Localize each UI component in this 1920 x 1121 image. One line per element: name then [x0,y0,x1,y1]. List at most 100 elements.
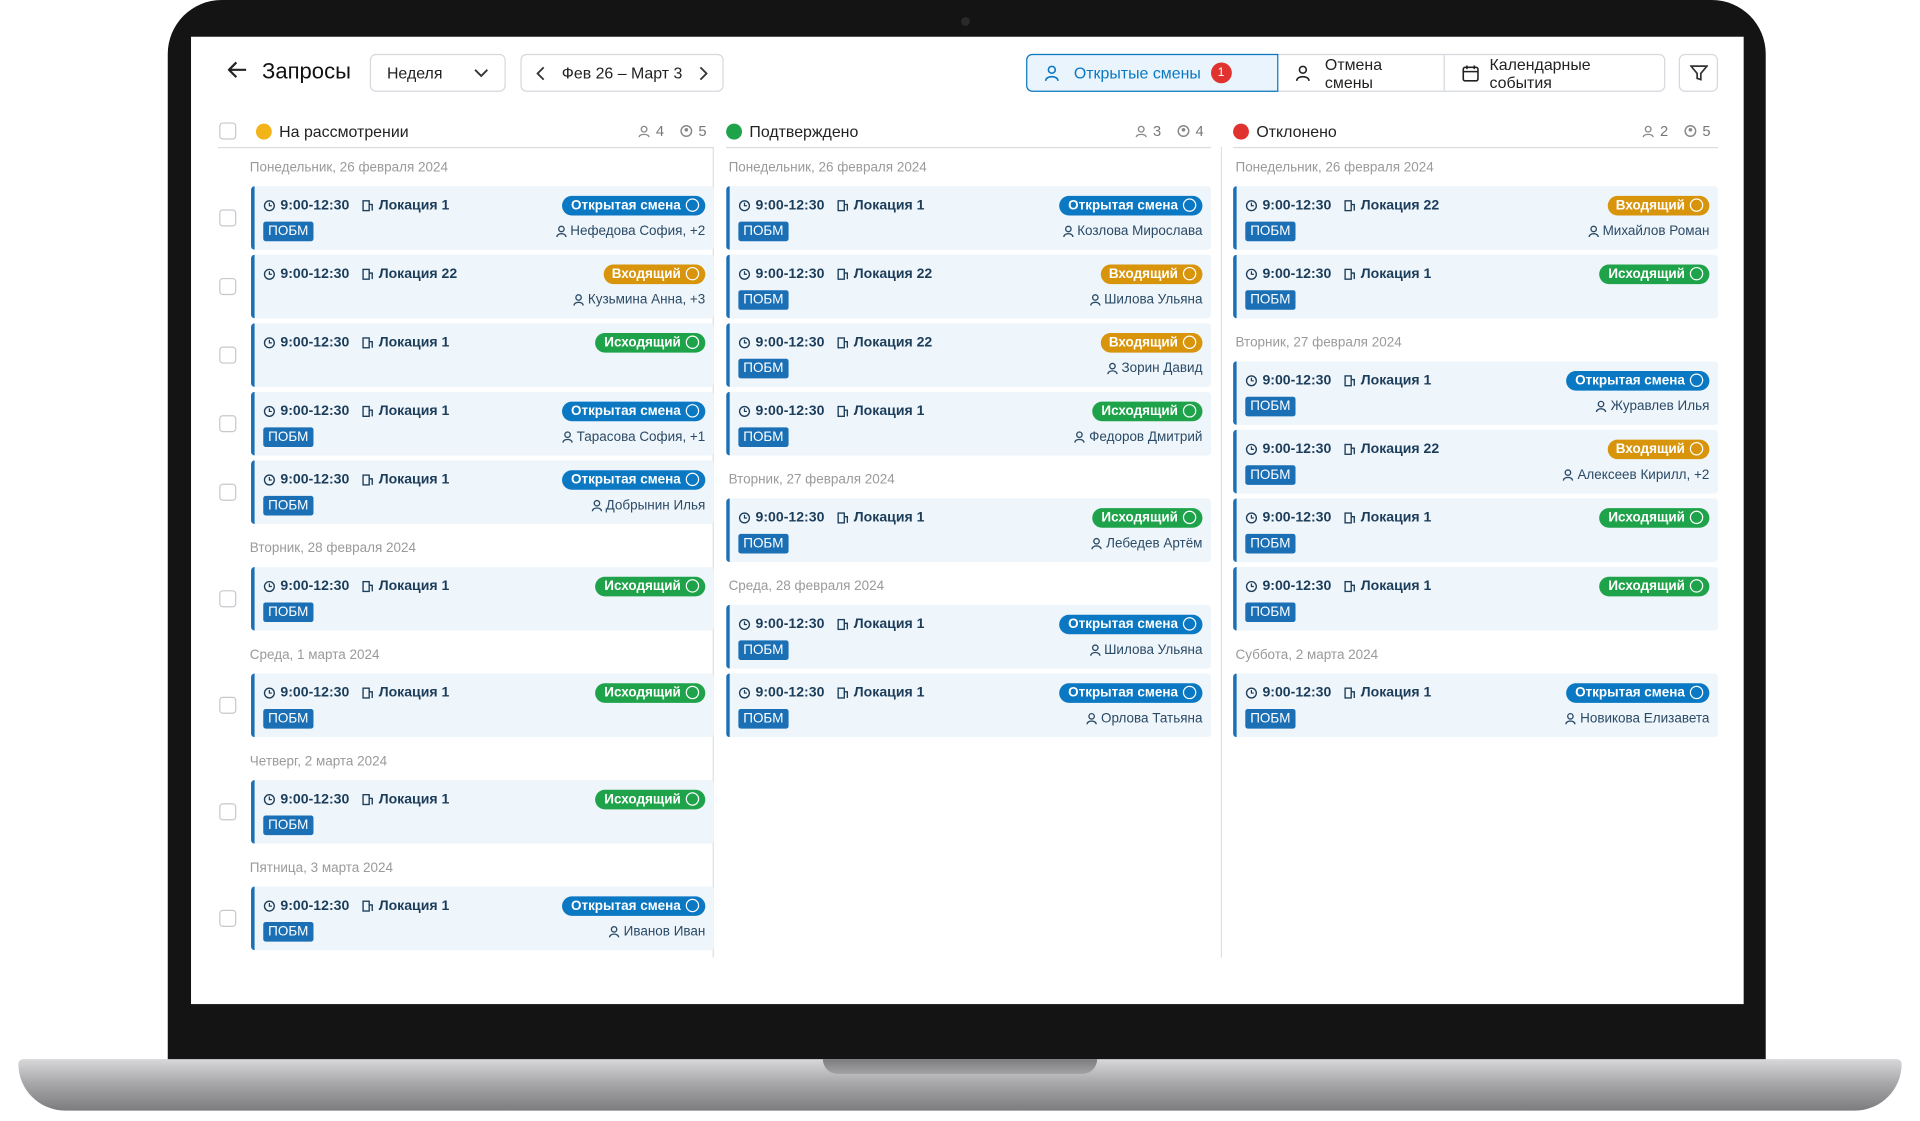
request-card[interactable]: 9:00-12:30 Локация 1 Исходящий ПОБМ [1233,566,1718,631]
tab[interactable]: Календарные события [1445,54,1664,91]
count: 2 [1642,122,1669,140]
card-row: 9:00-12:30 Локация 22 Входящий ПОБМ Зорин Да… [726,323,1212,387]
request-card[interactable]: 9:00-12:30 Локация 1 Открытая смена ПОБМ Жур… [1233,361,1718,425]
request-card[interactable]: 9:00-12:30 Локация 1 Открытая смена ПОБМ Неф… [251,186,714,250]
clock-icon [738,405,751,417]
badge-icon [1182,685,1197,700]
checkbox[interactable] [219,483,237,501]
request-card[interactable]: 9:00-12:30 Локация 22 Входящий ПОБМ Шилова У… [726,254,1212,319]
request-card[interactable]: 9:00-12:30 Локация 1 Исходящий ПОБМ Лебедев … [726,498,1212,563]
time: 9:00-12:30 [755,197,825,213]
count-icon [679,124,695,139]
building-icon-svg [362,473,374,485]
tag: ПОБМ [1245,708,1296,728]
building-icon-svg [1344,686,1356,699]
card-row: 9:00-12:30 Локация 1 Открытая смена ПОБМ Жур… [1233,361,1718,425]
building-icon [362,473,374,485]
status-badge: Открытая смена [1566,370,1710,391]
user-icon-svg [1091,537,1103,549]
request-card[interactable]: 9:00-12:30 Локация 1 Открытая смена ПОБМ Доб… [251,460,714,525]
clock-icon-svg [263,686,275,699]
request-card[interactable]: 9:00-12:30 Локация 1 Исходящий ПОБМ [1233,254,1718,319]
card-top: 9:00-12:30 Локация 22 Входящий [1245,436,1710,462]
back-button[interactable] [227,61,248,78]
user-icon [1089,293,1101,306]
clock-icon [263,199,275,211]
time: 9:00-12:30 [280,472,350,487]
count-icon-svg [1135,125,1147,137]
checkbox[interactable] [219,209,237,227]
checkbox[interactable] [219,415,237,433]
column-header: Отклонено 2 5 [1233,115,1718,149]
clock-icon [263,336,275,348]
request-card[interactable]: 9:00-12:30 Локация 1 Исходящий ПОБМ [251,673,714,738]
request-card[interactable]: 9:00-12:30 Локация 1 Открытая смена ПОБМ Ива… [251,886,714,951]
camera [961,17,970,26]
period-select[interactable]: Неделя [369,53,506,92]
badge-text: Входящий [1108,334,1178,350]
tab-label: Отмена смены [1324,54,1383,92]
checkbox[interactable] [219,346,237,364]
checkbox[interactable] [219,590,237,608]
date-label: Понедельник, 26 февраля 2024 [728,159,927,175]
person: Лебедев Артём [1091,536,1202,550]
time: 9:00-12:30 [280,403,350,419]
checkbox[interactable] [219,803,237,821]
tab[interactable]: Открытые смены 1 [1026,53,1279,92]
request-card[interactable]: 9:00-12:30 Локация 1 Открытая смена ПОБМ Шил… [726,604,1212,669]
checkbox[interactable] [219,122,237,140]
tag: ПОБМ [263,921,314,942]
count-value: 3 [1153,122,1162,140]
time: 9:00-12:30 [755,685,825,700]
request-card[interactable]: 9:00-12:30 Локация 1 Открытая смена ПОБМ Тар… [251,391,714,456]
column-header: Подтверждено 3 4 [726,115,1212,149]
person: Иванов Иван [609,924,705,939]
prev-button[interactable] [536,66,546,81]
request-card[interactable]: 9:00-12:30 Локация 1 Открытая смена ПОБМ Орл… [726,673,1212,738]
request-card[interactable]: 9:00-12:30 Локация 1 Открытая смена ПОБМ Нов… [1233,673,1718,738]
building-icon [1344,268,1356,280]
clock-icon-svg [1245,686,1258,699]
filter-icon [1689,65,1708,81]
checkbox[interactable] [219,696,237,714]
checkbox[interactable] [219,909,237,927]
card-top: 9:00-12:30 Локация 1 Открытая смена [738,611,1203,637]
person: Зорин Давид [1107,361,1202,375]
request-card[interactable]: 9:00-12:30 Локация 1 Исходящий [251,323,714,387]
request-card[interactable]: 9:00-12:30 Локация 22 Входящий ПОБМ Зорин Да… [726,323,1212,387]
badge-icon [1182,510,1197,525]
count-value: 2 [1659,122,1669,140]
date-range: Фев 26 – Март 3 [561,63,683,83]
next-button[interactable] [698,66,708,81]
request-card[interactable]: 9:00-12:30 Локация 1 Исходящий ПОБМ [1233,498,1718,563]
request-card[interactable]: 9:00-12:30 Локация 1 Исходящий ПОБМ [251,780,714,844]
tag: ПОБМ [738,289,789,310]
request-card[interactable]: 9:00-12:30 Локация 1 Исходящий ПОБМ [251,566,714,631]
badge-text: Входящий [1615,441,1685,457]
count-icon [638,124,653,137]
clock-icon-svg [738,336,751,348]
request-card[interactable]: 9:00-12:30 Локация 22 Входящий ПОБМ Алексеев… [1233,429,1718,494]
request-card[interactable]: 9:00-12:30 Локация 1 Открытая смена ПОБМ Коз… [726,186,1212,250]
card-bottom: ПОБМ Лебедев Артём [738,530,1202,556]
count-icon-svg [1642,125,1654,137]
building-icon [1344,199,1356,211]
card-top: 9:00-12:30 Локация 1 Исходящий [738,398,1203,424]
tab-icon [1462,64,1480,82]
badge-text: Открытая смена [570,898,681,913]
tab[interactable]: Отмена смены [1278,54,1446,92]
request-card[interactable]: 9:00-12:30 Локация 22 Входящий Кузьмина Анн… [251,254,714,319]
filter-button[interactable] [1678,53,1718,92]
building-icon-svg [362,405,374,417]
card-row: 9:00-12:30 Локация 1 Исходящий ПОБМ [1233,566,1718,631]
checkbox[interactable] [219,277,237,296]
request-card[interactable]: 9:00-12:30 Локация 22 Входящий ПОБМ Михайлов… [1233,186,1718,250]
building-icon [837,618,849,630]
request-card[interactable]: 9:00-12:30 Локация 1 Исходящий ПОБМ Федоров … [726,391,1212,456]
time: 9:00-12:30 [280,578,350,594]
tag: ПОБМ [1245,464,1296,485]
user-icon [555,225,567,237]
tab-icon-svg [1044,64,1059,81]
